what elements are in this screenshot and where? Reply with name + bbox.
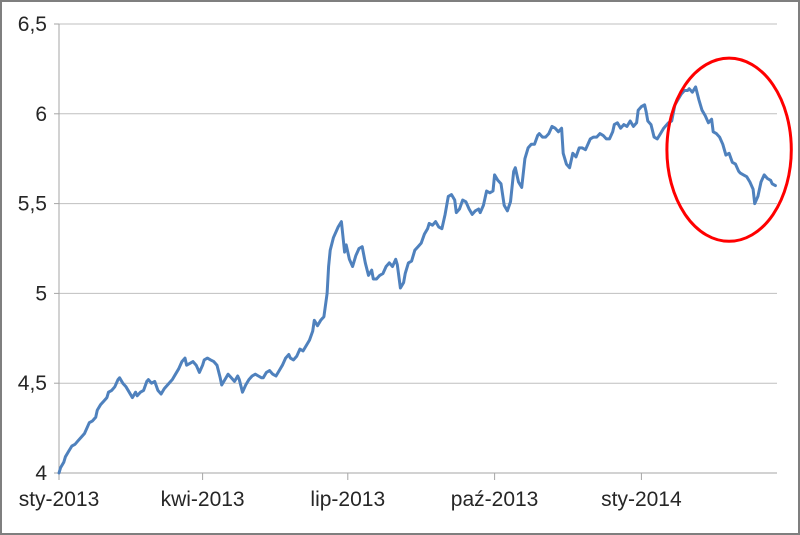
y-axis-label: 6 <box>35 103 47 126</box>
x-axis-label: lip-2013 <box>310 488 385 511</box>
x-axis-label: kwi-2013 <box>161 488 245 511</box>
x-axis-label: paź-2013 <box>451 488 539 511</box>
y-axis-label: 4,5 <box>18 372 47 395</box>
y-axis-label: 6,5 <box>18 13 47 36</box>
highlight-ellipse-annotation <box>665 56 793 243</box>
x-axis-label: sty-2013 <box>19 488 100 511</box>
x-axis-label: sty-2014 <box>601 488 682 511</box>
y-axis-label: 5 <box>35 282 47 305</box>
series-line <box>57 85 777 475</box>
y-axis-label: 5,5 <box>18 193 47 216</box>
y-axis-label: 4 <box>35 462 47 485</box>
